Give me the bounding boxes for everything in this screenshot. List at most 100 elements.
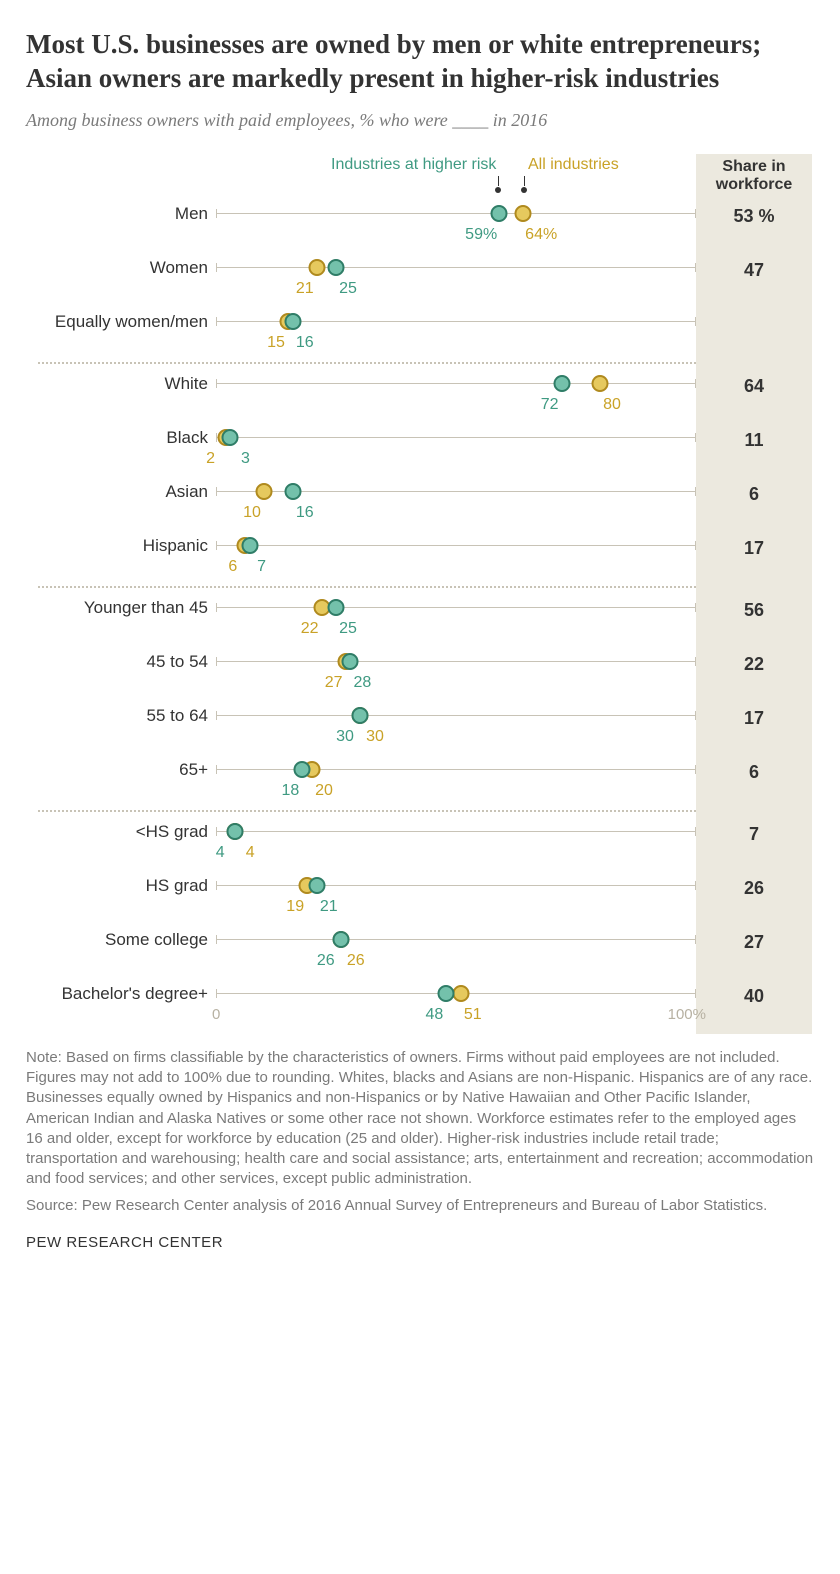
marker-higher-risk bbox=[222, 429, 239, 446]
data-row: HS grad211926 bbox=[26, 872, 814, 926]
row-plot: 30 30 bbox=[216, 702, 696, 756]
share-header: Share inworkforce bbox=[696, 158, 812, 195]
value-higher-risk: 72 bbox=[541, 396, 559, 414]
group-separator bbox=[38, 810, 696, 816]
share-value: 56 bbox=[696, 594, 812, 648]
share-value: 17 bbox=[696, 532, 812, 586]
value-all-industries: 27 bbox=[325, 674, 343, 692]
share-value: 7 bbox=[696, 818, 812, 872]
legend-pointer-line bbox=[524, 176, 525, 186]
marker-higher-risk bbox=[294, 761, 311, 778]
value-all-industries: 15 bbox=[267, 334, 285, 352]
marker-higher-risk bbox=[284, 313, 301, 330]
legend-pointer-dot bbox=[495, 187, 501, 193]
share-value: 22 bbox=[696, 648, 812, 702]
data-row: Equally women/men1615 bbox=[26, 308, 814, 362]
share-value: 17 bbox=[696, 702, 812, 756]
marker-all-industries bbox=[308, 259, 325, 276]
row-label: Women bbox=[26, 254, 216, 278]
data-row: 65+18206 bbox=[26, 756, 814, 810]
share-value: 64 bbox=[696, 370, 812, 424]
value-higher-risk: 25 bbox=[339, 620, 357, 638]
marker-higher-risk bbox=[491, 205, 508, 222]
share-value: 26 bbox=[696, 872, 812, 926]
value-higher-risk: 4 bbox=[216, 844, 225, 862]
row-label: Black bbox=[26, 424, 216, 448]
share-value: 47 bbox=[696, 254, 812, 308]
value-all-industries: 2 bbox=[206, 450, 215, 468]
value-all-industries: 80 bbox=[603, 396, 621, 414]
legend-higher-risk: Industries at higher risk bbox=[331, 156, 496, 174]
value-higher-risk: 7 bbox=[257, 558, 266, 576]
chart-note: Note: Based on firms classifiable by the… bbox=[26, 1048, 814, 1190]
share-value: 27 bbox=[696, 926, 812, 980]
marker-higher-risk bbox=[284, 483, 301, 500]
data-row: 55 to 64 30 30 17 bbox=[26, 702, 814, 756]
row-label: <HS grad bbox=[26, 818, 216, 842]
attribution: PEW RESEARCH CENTER bbox=[26, 1234, 814, 1251]
legend-pointer-line bbox=[498, 176, 499, 186]
chart-title: Most U.S. businesses are owned by men or… bbox=[26, 28, 814, 96]
value-higher-risk: 26 bbox=[317, 952, 335, 970]
data-row: Asian16106 bbox=[26, 478, 814, 532]
row-plot: 1820 bbox=[216, 756, 696, 810]
chart-source: Source: Pew Research Center analysis of … bbox=[26, 1196, 814, 1216]
row-label: Men bbox=[26, 200, 216, 224]
data-row: Some college262627 bbox=[26, 926, 814, 980]
row-plot: 44 bbox=[216, 818, 696, 872]
data-row: <HS grad447 bbox=[26, 818, 814, 872]
value-higher-risk: 48 bbox=[425, 1006, 443, 1024]
marker-higher-risk bbox=[241, 537, 258, 554]
share-value bbox=[696, 308, 812, 362]
row-label: White bbox=[26, 370, 216, 394]
group-separator bbox=[38, 362, 696, 368]
row-label: 55 to 64 bbox=[26, 702, 216, 726]
marker-higher-risk bbox=[308, 877, 325, 894]
value-higher-risk: 16 bbox=[296, 334, 314, 352]
row-plot: 48510100% bbox=[216, 980, 696, 1034]
data-row: Women252147 bbox=[26, 254, 814, 308]
row-plot: 1610 bbox=[216, 478, 696, 532]
group-separator bbox=[38, 586, 696, 592]
row-label: Hispanic bbox=[26, 532, 216, 556]
share-value: 40 bbox=[696, 980, 812, 1034]
value-all-industries: 4 bbox=[246, 844, 255, 862]
marker-higher-risk bbox=[553, 375, 570, 392]
row-plot: 21 19 bbox=[216, 872, 696, 926]
axis-zero: 0 bbox=[212, 1006, 220, 1023]
marker-higher-risk bbox=[438, 985, 455, 1002]
row-plot: 1615 bbox=[216, 308, 696, 362]
value-all-industries: 21 bbox=[296, 280, 314, 298]
data-row: Hispanic7617 bbox=[26, 532, 814, 586]
marker-higher-risk bbox=[332, 931, 349, 948]
share-value: 11 bbox=[696, 424, 812, 478]
value-higher-risk: 16 bbox=[296, 504, 314, 522]
value-all-industries: 51 bbox=[464, 1006, 482, 1024]
row-plot: 59% 64% bbox=[216, 200, 696, 254]
row-plot: 2827 bbox=[216, 648, 696, 702]
value-higher-risk: 21 bbox=[320, 898, 338, 916]
axis-max: 100% bbox=[668, 1006, 706, 1023]
value-all-industries: 30 bbox=[366, 728, 384, 746]
row-plot: 2626 bbox=[216, 926, 696, 980]
legend-pointer-dot bbox=[521, 187, 527, 193]
share-value: 6 bbox=[696, 756, 812, 810]
row-label: 65+ bbox=[26, 756, 216, 780]
value-higher-risk: 30 bbox=[336, 728, 354, 746]
row-plot: 2521 bbox=[216, 254, 696, 308]
marker-higher-risk bbox=[328, 259, 345, 276]
legend-all-industries: All industries bbox=[528, 156, 619, 174]
data-row: Younger than 45252256 bbox=[26, 594, 814, 648]
row-plot: 72 80 bbox=[216, 370, 696, 424]
row-label: Bachelor's degree+ bbox=[26, 980, 216, 1004]
value-all-industries: 19 bbox=[286, 898, 304, 916]
marker-higher-risk bbox=[342, 653, 359, 670]
marker-all-industries bbox=[592, 375, 609, 392]
value-higher-risk: 59% bbox=[465, 226, 497, 244]
row-plot: 2522 bbox=[216, 594, 696, 648]
row-plot: 32 bbox=[216, 424, 696, 478]
row-label: Younger than 45 bbox=[26, 594, 216, 618]
marker-higher-risk bbox=[328, 599, 345, 616]
data-row: Bachelor's degree+ 48 51 0 100%40 bbox=[26, 980, 814, 1034]
value-all-industries: 64% bbox=[525, 226, 557, 244]
